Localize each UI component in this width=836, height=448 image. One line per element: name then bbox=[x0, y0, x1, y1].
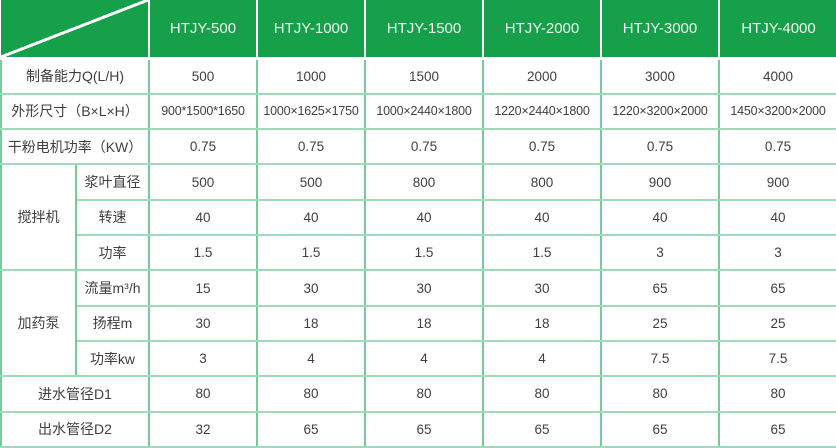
pump-power-cell-2: 4 bbox=[364, 339, 484, 378]
col-header-htjy-1000: HTJY-1000 bbox=[256, 0, 365, 60]
dry-powder-motor-cell-2: 0.75 bbox=[364, 128, 484, 166]
mixer-speed-cell-4: 40 bbox=[600, 198, 720, 237]
mixer-impeller-cell-4: 900 bbox=[600, 163, 720, 201]
capacity-cell-0: 500 bbox=[148, 57, 258, 95]
pump-power-cell-0: 3 bbox=[148, 339, 258, 378]
pump-flow-cell-4: 65 bbox=[600, 269, 720, 307]
mixer-speed-cell-1: 40 bbox=[256, 198, 366, 237]
pump-head-cell-0: 30 bbox=[148, 304, 258, 343]
dry-powder-motor-cell-0: 0.75 bbox=[148, 128, 258, 166]
outlet-pipe-cell-1: 65 bbox=[256, 410, 366, 448]
pump-flow-cell-1: 30 bbox=[256, 269, 366, 307]
row-label-mixer-speed: 转速 bbox=[75, 198, 150, 237]
capacity-cell-4: 3000 bbox=[600, 57, 720, 95]
col-header-htjy-1500: HTJY-1500 bbox=[364, 0, 483, 60]
mixer-speed-cell-0: 40 bbox=[148, 198, 258, 237]
dimensions-cell-4: 1220×3200×2000 bbox=[600, 92, 720, 131]
dimensions-cell-1: 1000×1625×1750 bbox=[256, 92, 366, 131]
pump-head-cell-3: 18 bbox=[482, 304, 602, 343]
mixer-impeller-cell-2: 800 bbox=[364, 163, 484, 201]
mixer-power-cell-0: 1.5 bbox=[148, 234, 258, 272]
dimensions-cell-2: 1000×2440×1800 bbox=[364, 92, 484, 131]
pump-flow-cell-2: 30 bbox=[364, 269, 484, 307]
inlet-pipe-cell-3: 80 bbox=[482, 375, 602, 413]
inlet-pipe-cell-2: 80 bbox=[364, 375, 484, 413]
row-pump-power: 功率kw 3 4 4 4 7.5 7.5 bbox=[1, 339, 836, 378]
mixer-impeller-cell-3: 800 bbox=[482, 163, 602, 201]
col-header-htjy-2000: HTJY-2000 bbox=[482, 0, 601, 60]
dry-powder-motor-cell-4: 0.75 bbox=[600, 128, 720, 166]
row-label-mixer-impeller: 浆叶直径 bbox=[75, 163, 150, 201]
pump-flow-cell-3: 30 bbox=[482, 269, 602, 307]
row-label-inlet-pipe: 进水管径D1 bbox=[0, 375, 150, 413]
capacity-cell-1: 1000 bbox=[256, 57, 366, 95]
pump-power-cell-4: 7.5 bbox=[600, 339, 720, 378]
capacity-cell-5: 4000 bbox=[718, 57, 836, 95]
mixer-power-cell-1: 1.5 bbox=[256, 234, 366, 272]
mixer-power-cell-2: 1.5 bbox=[364, 234, 484, 272]
inlet-pipe-cell-0: 80 bbox=[148, 375, 258, 413]
mixer-impeller-cell-0: 500 bbox=[148, 163, 258, 201]
mixer-power-cell-3: 1.5 bbox=[482, 234, 602, 272]
mixer-speed-cell-3: 40 bbox=[482, 198, 602, 237]
mixer-impeller-cell-1: 500 bbox=[256, 163, 366, 201]
pump-flow-cell-0: 15 bbox=[148, 269, 258, 307]
mixer-impeller-cell-5: 900 bbox=[718, 163, 836, 201]
row-dimensions: 外形尺寸（B×L×H） 900*1500*1650 1000×1625×1750… bbox=[0, 92, 836, 131]
row-dry-powder-motor: 干粉电机功率（KW） 0.75 0.75 0.75 0.75 0.75 0.75 bbox=[0, 128, 836, 166]
col-header-htjy-4000: HTJY-4000 bbox=[718, 0, 836, 60]
capacity-cell-3: 2000 bbox=[482, 57, 602, 95]
group-label-mixer: 搅拌机 bbox=[0, 163, 77, 272]
pump-flow-cell-5: 65 bbox=[718, 269, 836, 307]
header-row: HTJY-500 HTJY-1000 HTJY-1500 HTJY-2000 H… bbox=[1, 0, 836, 60]
pump-power-cell-3: 4 bbox=[482, 339, 602, 378]
dimensions-cell-0: 900*1500*1650 bbox=[148, 92, 258, 131]
row-pump-flow: 加药泵 流量m³/h 15 30 30 30 65 65 bbox=[0, 269, 836, 378]
pump-power-cell-5: 7.5 bbox=[718, 339, 836, 378]
diagonal-corner-cell bbox=[1, 0, 149, 60]
pump-head-cell-4: 25 bbox=[600, 304, 720, 343]
group-label-dosing-pump: 加药泵 bbox=[0, 269, 77, 378]
row-mixer-power: 功率 1.5 1.5 1.5 1.5 3 3 bbox=[1, 234, 836, 272]
row-capacity: 制备能力Q(L/H) 500 1000 1500 2000 3000 4000 bbox=[0, 57, 836, 95]
pump-power-cell-1: 4 bbox=[256, 339, 366, 378]
row-pump-head: 扬程m 30 18 18 18 25 25 bbox=[1, 304, 836, 343]
row-label-pump-head: 扬程m bbox=[75, 304, 150, 343]
outlet-pipe-cell-2: 65 bbox=[364, 410, 484, 448]
dry-powder-motor-cell-5: 0.75 bbox=[718, 128, 836, 166]
row-inlet-pipe: 进水管径D1 80 80 80 80 80 80 bbox=[0, 375, 836, 413]
capacity-cell-2: 1500 bbox=[364, 57, 484, 95]
outlet-pipe-cell-0: 32 bbox=[148, 410, 258, 448]
inlet-pipe-cell-5: 80 bbox=[718, 375, 836, 413]
dry-powder-motor-cell-3: 0.75 bbox=[482, 128, 602, 166]
outlet-pipe-cell-4: 65 bbox=[600, 410, 720, 448]
row-label-pump-power: 功率kw bbox=[75, 339, 150, 378]
dimensions-cell-3: 1220×2440×1800 bbox=[482, 92, 602, 131]
col-header-htjy-500: HTJY-500 bbox=[148, 0, 257, 60]
pump-head-cell-1: 18 bbox=[256, 304, 366, 343]
inlet-pipe-cell-4: 80 bbox=[600, 375, 720, 413]
row-mixer-speed: 转速 40 40 40 40 40 40 bbox=[1, 198, 836, 237]
mixer-power-cell-4: 3 bbox=[600, 234, 720, 272]
row-label-dry-powder-motor: 干粉电机功率（KW） bbox=[0, 128, 150, 166]
mixer-power-cell-5: 3 bbox=[718, 234, 836, 272]
row-label-mixer-power: 功率 bbox=[75, 234, 150, 272]
row-label-pump-flow: 流量m³/h bbox=[75, 269, 150, 307]
mixer-speed-cell-5: 40 bbox=[718, 198, 836, 237]
row-outlet-pipe: 出水管径D2 32 65 65 65 65 65 bbox=[0, 410, 836, 448]
outlet-pipe-cell-5: 65 bbox=[718, 410, 836, 448]
dry-powder-motor-cell-1: 0.75 bbox=[256, 128, 366, 166]
outlet-pipe-cell-3: 65 bbox=[482, 410, 602, 448]
row-label-dimensions: 外形尺寸（B×L×H） bbox=[0, 92, 150, 131]
col-header-htjy-3000: HTJY-3000 bbox=[600, 0, 719, 60]
pump-head-cell-2: 18 bbox=[364, 304, 484, 343]
mixer-speed-cell-2: 40 bbox=[364, 198, 484, 237]
dimensions-cell-5: 1450×3200×2000 bbox=[718, 92, 836, 131]
row-mixer-impeller: 搅拌机 浆叶直径 500 500 800 800 900 900 bbox=[0, 163, 836, 272]
row-label-outlet-pipe: 出水管径D2 bbox=[0, 410, 150, 448]
row-label-capacity: 制备能力Q(L/H) bbox=[0, 57, 150, 95]
inlet-pipe-cell-1: 80 bbox=[256, 375, 366, 413]
pump-head-cell-5: 25 bbox=[718, 304, 836, 343]
